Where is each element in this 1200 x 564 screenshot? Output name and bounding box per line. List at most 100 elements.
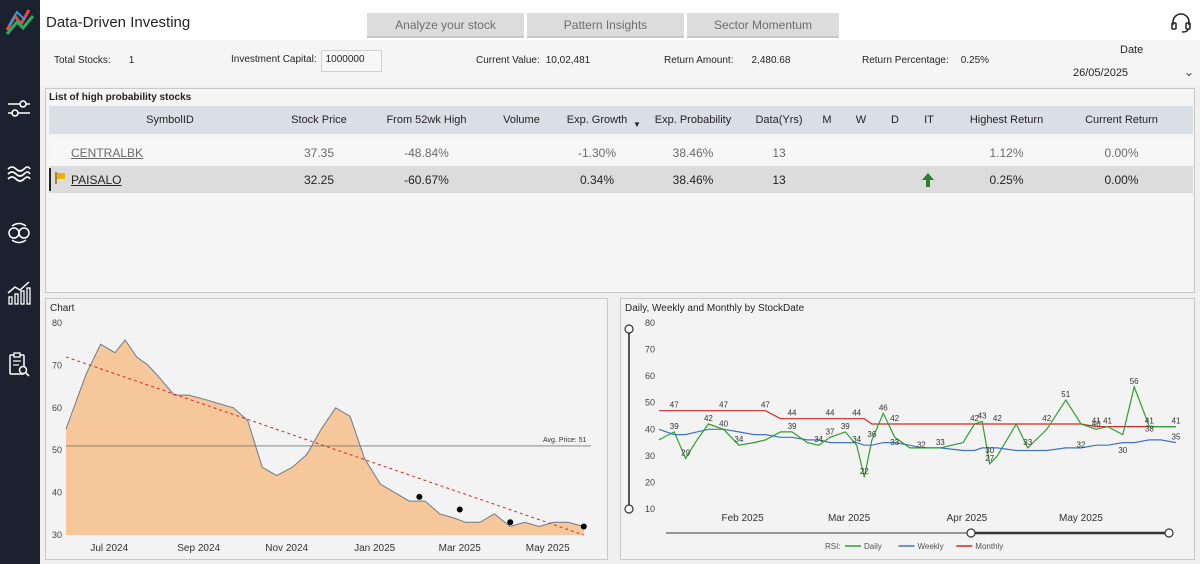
- y-tick-label: 50: [52, 445, 62, 455]
- kpi-bar: Total Stocks: 1 Investment Capital: 100000…: [40, 40, 1200, 86]
- rsi-data-label: 42: [704, 414, 713, 423]
- cell-current-return: 0.00%: [1104, 146, 1139, 160]
- kpi-total-stocks-label: Total Stocks:: [54, 55, 111, 66]
- investment-capital-input[interactable]: 1000000: [320, 50, 382, 72]
- table-row[interactable]: CENTRALBK 37.35 -48.84% -1.30% 38.46% 13…: [49, 139, 1193, 166]
- tab-pattern-insights[interactable]: Pattern Insights: [527, 13, 684, 38]
- rsi-data-label: 33: [890, 438, 899, 447]
- col-d[interactable]: D: [891, 114, 899, 126]
- kpi-return-amount-label: Return Amount:: [664, 55, 734, 66]
- x-tick-label: Feb 2025: [721, 513, 764, 524]
- rsi-data-label: 40: [1092, 419, 1101, 428]
- cell-exp-probability: 38.46%: [672, 146, 714, 160]
- rsi-data-label: 46: [879, 403, 888, 412]
- symbol-link[interactable]: CENTRALBK: [71, 146, 144, 160]
- x-tick-label: Sep 2024: [177, 543, 220, 554]
- rsi-data-label: 39: [670, 422, 679, 431]
- rsi-data-label: 51: [1061, 390, 1070, 399]
- rsi-data-label: 42: [890, 414, 899, 423]
- kpi-return-amount-value: 2,480.68: [751, 55, 791, 66]
- table-row-selected[interactable]: PAISALO 32.25 -60.67% 0.34% 38.46% 13 0.…: [49, 166, 1193, 193]
- waves-icon[interactable]: [6, 160, 32, 186]
- rsi-data-label: 22: [860, 467, 869, 476]
- rsi-chart-title: Daily, Weekly and Monthly by StockDate: [625, 303, 805, 314]
- kpi-current-value-label: Current Value:: [476, 55, 540, 66]
- signal-marker: [416, 493, 423, 500]
- y-tick-label: 20: [645, 477, 655, 487]
- col-it[interactable]: IT: [924, 114, 934, 126]
- legend-label: Daily: [864, 542, 882, 551]
- chevron-down-icon: ⌄: [1183, 65, 1194, 79]
- rsi-data-label: 32: [1077, 441, 1086, 450]
- col-exp-growth[interactable]: Exp. Growth: [566, 114, 628, 126]
- legend-label: Weekly: [918, 542, 944, 551]
- rsi-data-label: 44: [852, 409, 861, 418]
- sort-desc-icon[interactable]: ▼: [633, 120, 641, 129]
- rsi-data-label: 43: [978, 411, 987, 420]
- rsi-data-label: 47: [670, 401, 679, 410]
- cell-exp-growth: -1.30%: [577, 146, 617, 160]
- logo-icon: [5, 9, 35, 35]
- rsi-weekly-line: [658, 428, 1177, 452]
- kpi-investment-capital-label: Investment Capital:: [231, 54, 317, 65]
- cell-from-52wk-high: -48.84%: [404, 146, 449, 160]
- y-tick-label: 70: [52, 360, 62, 370]
- trend-line: [65, 356, 584, 536]
- rsi-chart-panel: Daily, Weekly and Monthly by StockDate 1…: [620, 298, 1195, 560]
- price-chart[interactable]: 30 40 50 60 70 80 Jul 2024 Sep 2024 Nov 2024 Jan …: [46, 299, 609, 561]
- y-tick-label: 80: [52, 318, 62, 328]
- growth-chart-icon[interactable]: [6, 280, 32, 306]
- report-search-icon[interactable]: [6, 352, 32, 378]
- rsi-data-label: 44: [826, 409, 835, 418]
- rsi-data-label: 38: [1145, 425, 1154, 434]
- rsi-data-label: 56: [1130, 377, 1139, 386]
- col-highest-return[interactable]: Highest Return: [969, 114, 1044, 126]
- rsi-data-label: 35: [1172, 433, 1181, 442]
- y-range-slider-handle: [624, 324, 634, 334]
- signal-marker: [507, 519, 514, 526]
- cell-current-return: 0.00%: [1104, 173, 1139, 187]
- x-tick-label: Mar 2025: [828, 513, 871, 524]
- stock-table-panel: List of high probability stocks SymbolID…: [45, 88, 1195, 293]
- sliders-icon[interactable]: [6, 96, 32, 122]
- cell-exp-growth: 0.34%: [579, 173, 615, 187]
- tab-sector-momentum[interactable]: Sector Momentum: [687, 13, 839, 38]
- rsi-data-label: 42: [1042, 414, 1051, 423]
- tab-analyze-your-stock[interactable]: Analyze your stock: [367, 13, 524, 38]
- rsi-data-label: 41: [1172, 417, 1181, 426]
- kpi-current-value: Current Value: 10,02,481: [476, 55, 590, 66]
- col-from-52wk-high[interactable]: From 52wk High: [386, 114, 467, 126]
- rsi-chart[interactable]: 10 20 30 40 50 60 70 80 Feb 2025 Mar 2025 Apr 2025…: [621, 299, 1196, 561]
- exchange-icon[interactable]: [6, 220, 32, 246]
- symbol-link[interactable]: PAISALO: [71, 173, 122, 187]
- x-range-slider-handle: [1164, 528, 1174, 538]
- col-w[interactable]: W: [855, 114, 867, 126]
- flag-icon: [55, 172, 65, 184]
- app-title: Data-Driven Investing: [46, 14, 191, 31]
- headset-icon[interactable]: [1170, 12, 1192, 34]
- x-tick-label: Jul 2024: [90, 543, 128, 554]
- x-range-slider-handle: [966, 528, 976, 538]
- cell-highest-return: 0.25%: [989, 173, 1024, 187]
- rsi-data-label: 30: [985, 446, 994, 455]
- col-stock-price[interactable]: Stock Price: [291, 114, 347, 126]
- cell-stock-price: 32.25: [303, 173, 335, 187]
- kpi-return-percentage-label: Return Percentage:: [862, 55, 949, 66]
- col-current-return[interactable]: Current Return: [1085, 114, 1158, 126]
- rsi-data-label: 33: [1023, 438, 1032, 447]
- col-data-yrs[interactable]: Data(Yrs): [755, 114, 803, 126]
- cell-data-yrs: 13: [772, 146, 786, 160]
- col-m[interactable]: M: [822, 114, 832, 126]
- col-exp-probability[interactable]: Exp. Probability: [654, 114, 732, 126]
- rsi-daily-line: [658, 384, 1176, 478]
- kpi-return-percentage: Return Percentage: 0.25%: [862, 55, 989, 66]
- rsi-data-label: 39: [841, 422, 850, 431]
- date-filter-dropdown[interactable]: 26/05/2025 ⌄: [1073, 62, 1200, 84]
- x-tick-label: Apr 2025: [947, 513, 988, 524]
- x-tick-label: May 2025: [526, 543, 570, 554]
- rsi-data-label: 39: [788, 422, 797, 431]
- col-symbolid[interactable]: SymbolID: [146, 114, 194, 126]
- col-volume[interactable]: Volume: [503, 114, 540, 126]
- price-area: [66, 340, 584, 535]
- rsi-data-label: 47: [761, 401, 770, 410]
